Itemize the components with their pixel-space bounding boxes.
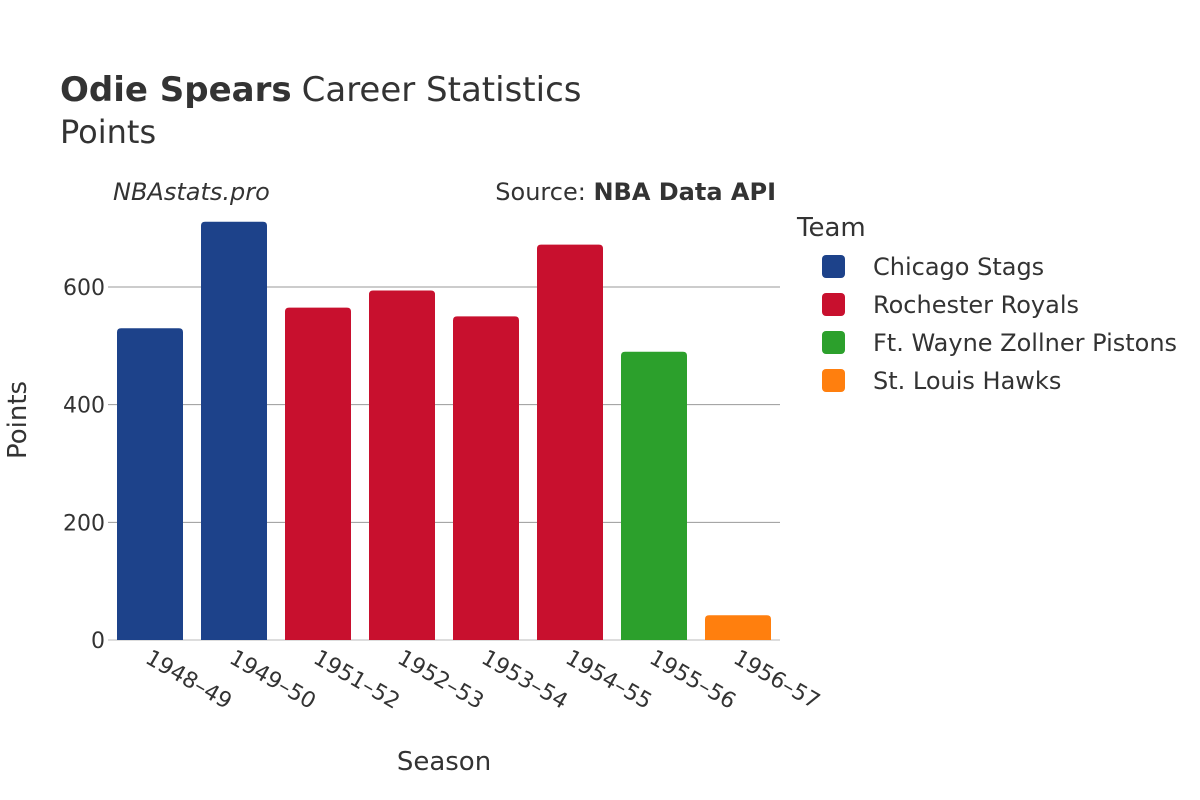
- legend-label: Chicago Stags: [873, 253, 1044, 281]
- y-axis-label: Points: [3, 381, 33, 459]
- legend-label: St. Louis Hawks: [873, 367, 1061, 395]
- y-tick-label: 200: [63, 511, 105, 536]
- bar-1953–54[interactable]: [453, 316, 519, 640]
- x-tick-label: 1952–53: [393, 646, 488, 715]
- bars: [117, 221, 771, 641]
- chart-subtitle: Points: [60, 113, 156, 151]
- bar-1949–50[interactable]: [201, 221, 267, 641]
- bar-1952–53[interactable]: [369, 290, 435, 640]
- legend: Team Chicago Stags Rochester Royals Ft. Wa…: [796, 213, 1177, 395]
- x-tick-label: 1951–52: [309, 646, 404, 715]
- x-tick-label: 1956–57: [729, 646, 824, 715]
- x-axis-ticks: 1948–491949–501951–521952–531953–541954–…: [141, 646, 824, 715]
- legend-title: Team: [796, 213, 866, 243]
- x-tick-label: 1954–55: [561, 646, 656, 715]
- x-tick-label: 1949–50: [225, 646, 320, 715]
- y-tick-label: 600: [63, 276, 105, 301]
- source-name: NBA Data API: [593, 178, 776, 206]
- legend-label: Ft. Wayne Zollner Pistons: [873, 329, 1177, 357]
- bar-1956–57[interactable]: [705, 615, 771, 640]
- y-tick-label: 0: [91, 629, 105, 654]
- source-prefix: Source:: [495, 178, 593, 206]
- y-tick-label: 400: [63, 394, 105, 419]
- source-text: Source: NBA Data API: [495, 178, 776, 206]
- bar-1955–56[interactable]: [621, 351, 687, 640]
- legend-swatch: [822, 255, 845, 278]
- x-tick-label: 1948–49: [141, 646, 236, 715]
- title-player-name: Odie Spears: [60, 70, 292, 110]
- y-axis-ticks: 0 200 400 600: [63, 276, 105, 654]
- chart-title: Odie Spears Career Statistics: [60, 70, 581, 110]
- legend-swatch: [822, 369, 845, 392]
- watermark-text: NBAstats.pro: [113, 178, 270, 206]
- legend-label: Rochester Royals: [873, 291, 1079, 319]
- x-axis-label: Season: [397, 747, 491, 777]
- x-tick-label: 1955–56: [645, 646, 740, 715]
- bar-1951–52[interactable]: [285, 307, 351, 640]
- legend-swatch: [822, 331, 845, 354]
- legend-swatch: [822, 293, 845, 316]
- title-rest: Career Statistics: [302, 70, 582, 110]
- bar-1948–49[interactable]: [117, 328, 183, 640]
- x-tick-label: 1953–54: [477, 646, 572, 715]
- bar-1954–55[interactable]: [537, 244, 603, 640]
